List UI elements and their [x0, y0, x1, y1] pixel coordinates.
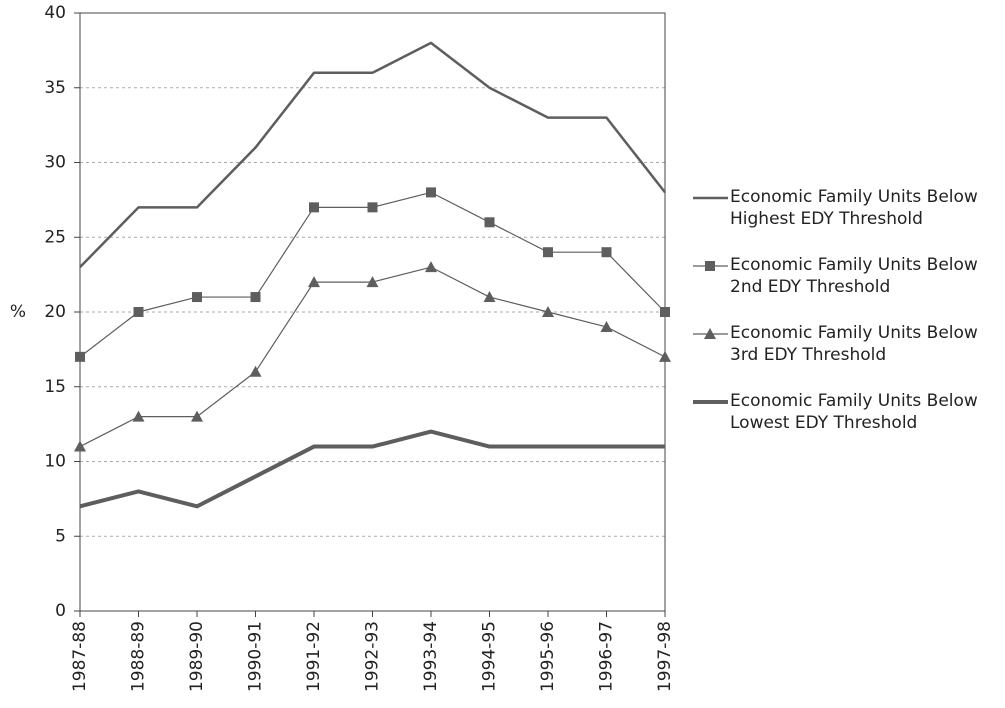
marker	[308, 276, 320, 288]
marker	[483, 291, 496, 303]
legend-swatch	[693, 400, 728, 404]
y-tick-label: 20	[44, 302, 66, 322]
marker	[660, 307, 670, 317]
legend-item: Economic Family Units Below 2nd EDY Thre…	[690, 254, 1002, 322]
x-tick-label: 1991-92	[304, 621, 324, 692]
plot-frame	[79, 12, 666, 612]
marker	[192, 292, 202, 303]
marker	[367, 202, 378, 213]
y-tick-label: 40	[44, 3, 66, 23]
x-tick-label: 1994-95	[480, 621, 500, 692]
y-tick-label: 30	[44, 153, 66, 173]
y-tick-label: 35	[44, 78, 66, 98]
marker	[75, 351, 85, 362]
x-tick-label: 1992-93	[363, 621, 383, 692]
marker	[309, 202, 319, 213]
marker	[250, 292, 261, 303]
legend-item: Economic Family Units Below 3rd EDY Thre…	[690, 322, 1002, 390]
marker	[426, 187, 436, 198]
marker	[543, 247, 553, 258]
y-tick-label: 0	[55, 601, 66, 621]
x-tick-label: 1995-96	[538, 621, 558, 692]
series-line	[79, 266, 666, 448]
marker	[704, 328, 716, 339]
series-line	[79, 429, 665, 509]
marker	[600, 320, 613, 332]
x-tick-label: 1996-97	[597, 621, 617, 692]
marker	[542, 306, 554, 317]
marker	[484, 217, 495, 228]
x-tick-label: 1987-88	[70, 621, 90, 692]
marker	[249, 365, 262, 377]
marker	[132, 410, 145, 422]
marker	[133, 307, 144, 317]
y-tick-label: 15	[44, 377, 66, 397]
marker	[705, 261, 715, 271]
y-tick-label: 25	[44, 227, 66, 247]
legend-item: Economic Family Units Below Lowest EDY T…	[690, 390, 1002, 458]
y-axis-label: %	[10, 302, 26, 322]
legend-label: Economic Family Units Below 2nd EDY Thre…	[730, 255, 978, 297]
marker	[74, 440, 86, 452]
legend-swatch	[693, 261, 728, 271]
y-tick-label: 5	[55, 526, 66, 546]
legend: Economic Family Units Below Highest EDY …	[690, 186, 1002, 458]
marker	[601, 247, 612, 258]
legend-label: Economic Family Units Below Highest EDY …	[730, 187, 978, 229]
legend-label: Economic Family Units Below 3rd EDY Thre…	[730, 323, 978, 365]
legend-label: Economic Family Units Below Lowest EDY T…	[730, 391, 978, 433]
x-tick-label: 1988-89	[129, 621, 149, 692]
legend-item: Economic Family Units Below Highest EDY …	[690, 186, 1002, 254]
x-tick-label: 1997-98	[655, 621, 675, 692]
series-line	[79, 191, 666, 358]
legend-swatch	[693, 196, 728, 200]
marker	[425, 261, 437, 273]
y-tick-label: 10	[44, 452, 66, 472]
x-tick-label: 1993-94	[421, 621, 441, 692]
x-tick-label: 1989-90	[187, 621, 207, 692]
marker	[366, 276, 379, 288]
legend-swatch	[693, 328, 728, 339]
marker	[659, 350, 671, 362]
x-tick-label: 1990-91	[246, 621, 266, 692]
series-line	[79, 41, 666, 269]
marker	[191, 410, 203, 422]
